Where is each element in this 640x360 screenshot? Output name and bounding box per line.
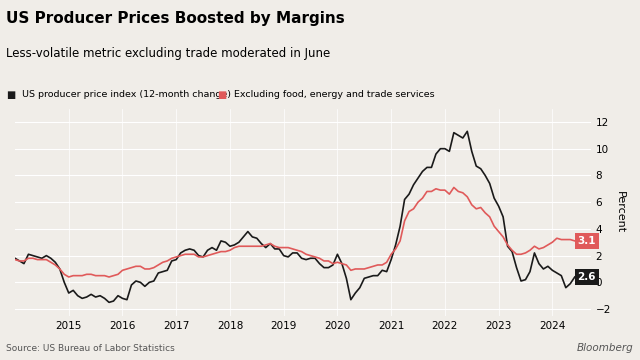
Text: 2.6: 2.6 — [577, 272, 596, 282]
Text: 3.1: 3.1 — [577, 236, 596, 246]
Text: ■: ■ — [6, 90, 15, 100]
Y-axis label: Percent: Percent — [615, 191, 625, 233]
Text: Source: US Bureau of Labor Statistics: Source: US Bureau of Labor Statistics — [6, 344, 175, 353]
Text: US Producer Prices Boosted by Margins: US Producer Prices Boosted by Margins — [6, 11, 345, 26]
Text: US producer price index (12-month change): US producer price index (12-month change… — [22, 90, 232, 99]
Text: ■: ■ — [218, 90, 227, 100]
Text: Less-volatile metric excluding trade moderated in June: Less-volatile metric excluding trade mod… — [6, 47, 331, 60]
Text: Excluding food, energy and trade services: Excluding food, energy and trade service… — [234, 90, 434, 99]
Text: Bloomberg: Bloomberg — [577, 343, 634, 353]
